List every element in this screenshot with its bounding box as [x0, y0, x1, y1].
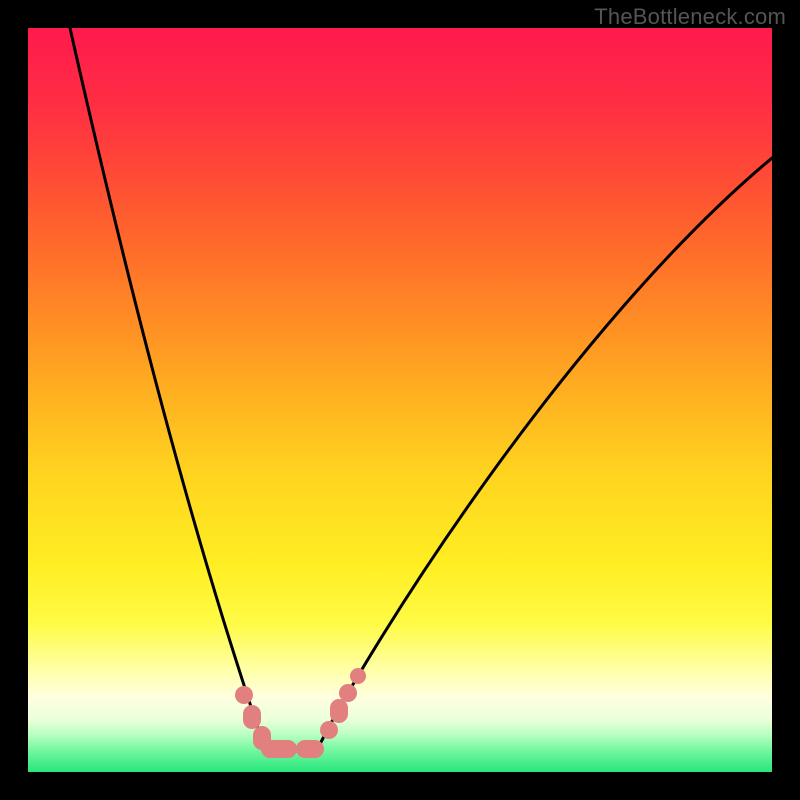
chart-area	[28, 28, 772, 772]
data-marker	[339, 684, 357, 702]
data-marker	[235, 686, 253, 704]
data-marker	[330, 699, 348, 723]
data-marker	[350, 668, 366, 684]
gradient-background	[28, 28, 772, 772]
data-marker	[296, 740, 324, 758]
data-marker	[243, 705, 261, 729]
data-marker	[261, 740, 297, 758]
attribution-text: TheBottleneck.com	[594, 4, 786, 30]
data-marker	[320, 721, 338, 739]
bottleneck-chart	[28, 28, 772, 772]
